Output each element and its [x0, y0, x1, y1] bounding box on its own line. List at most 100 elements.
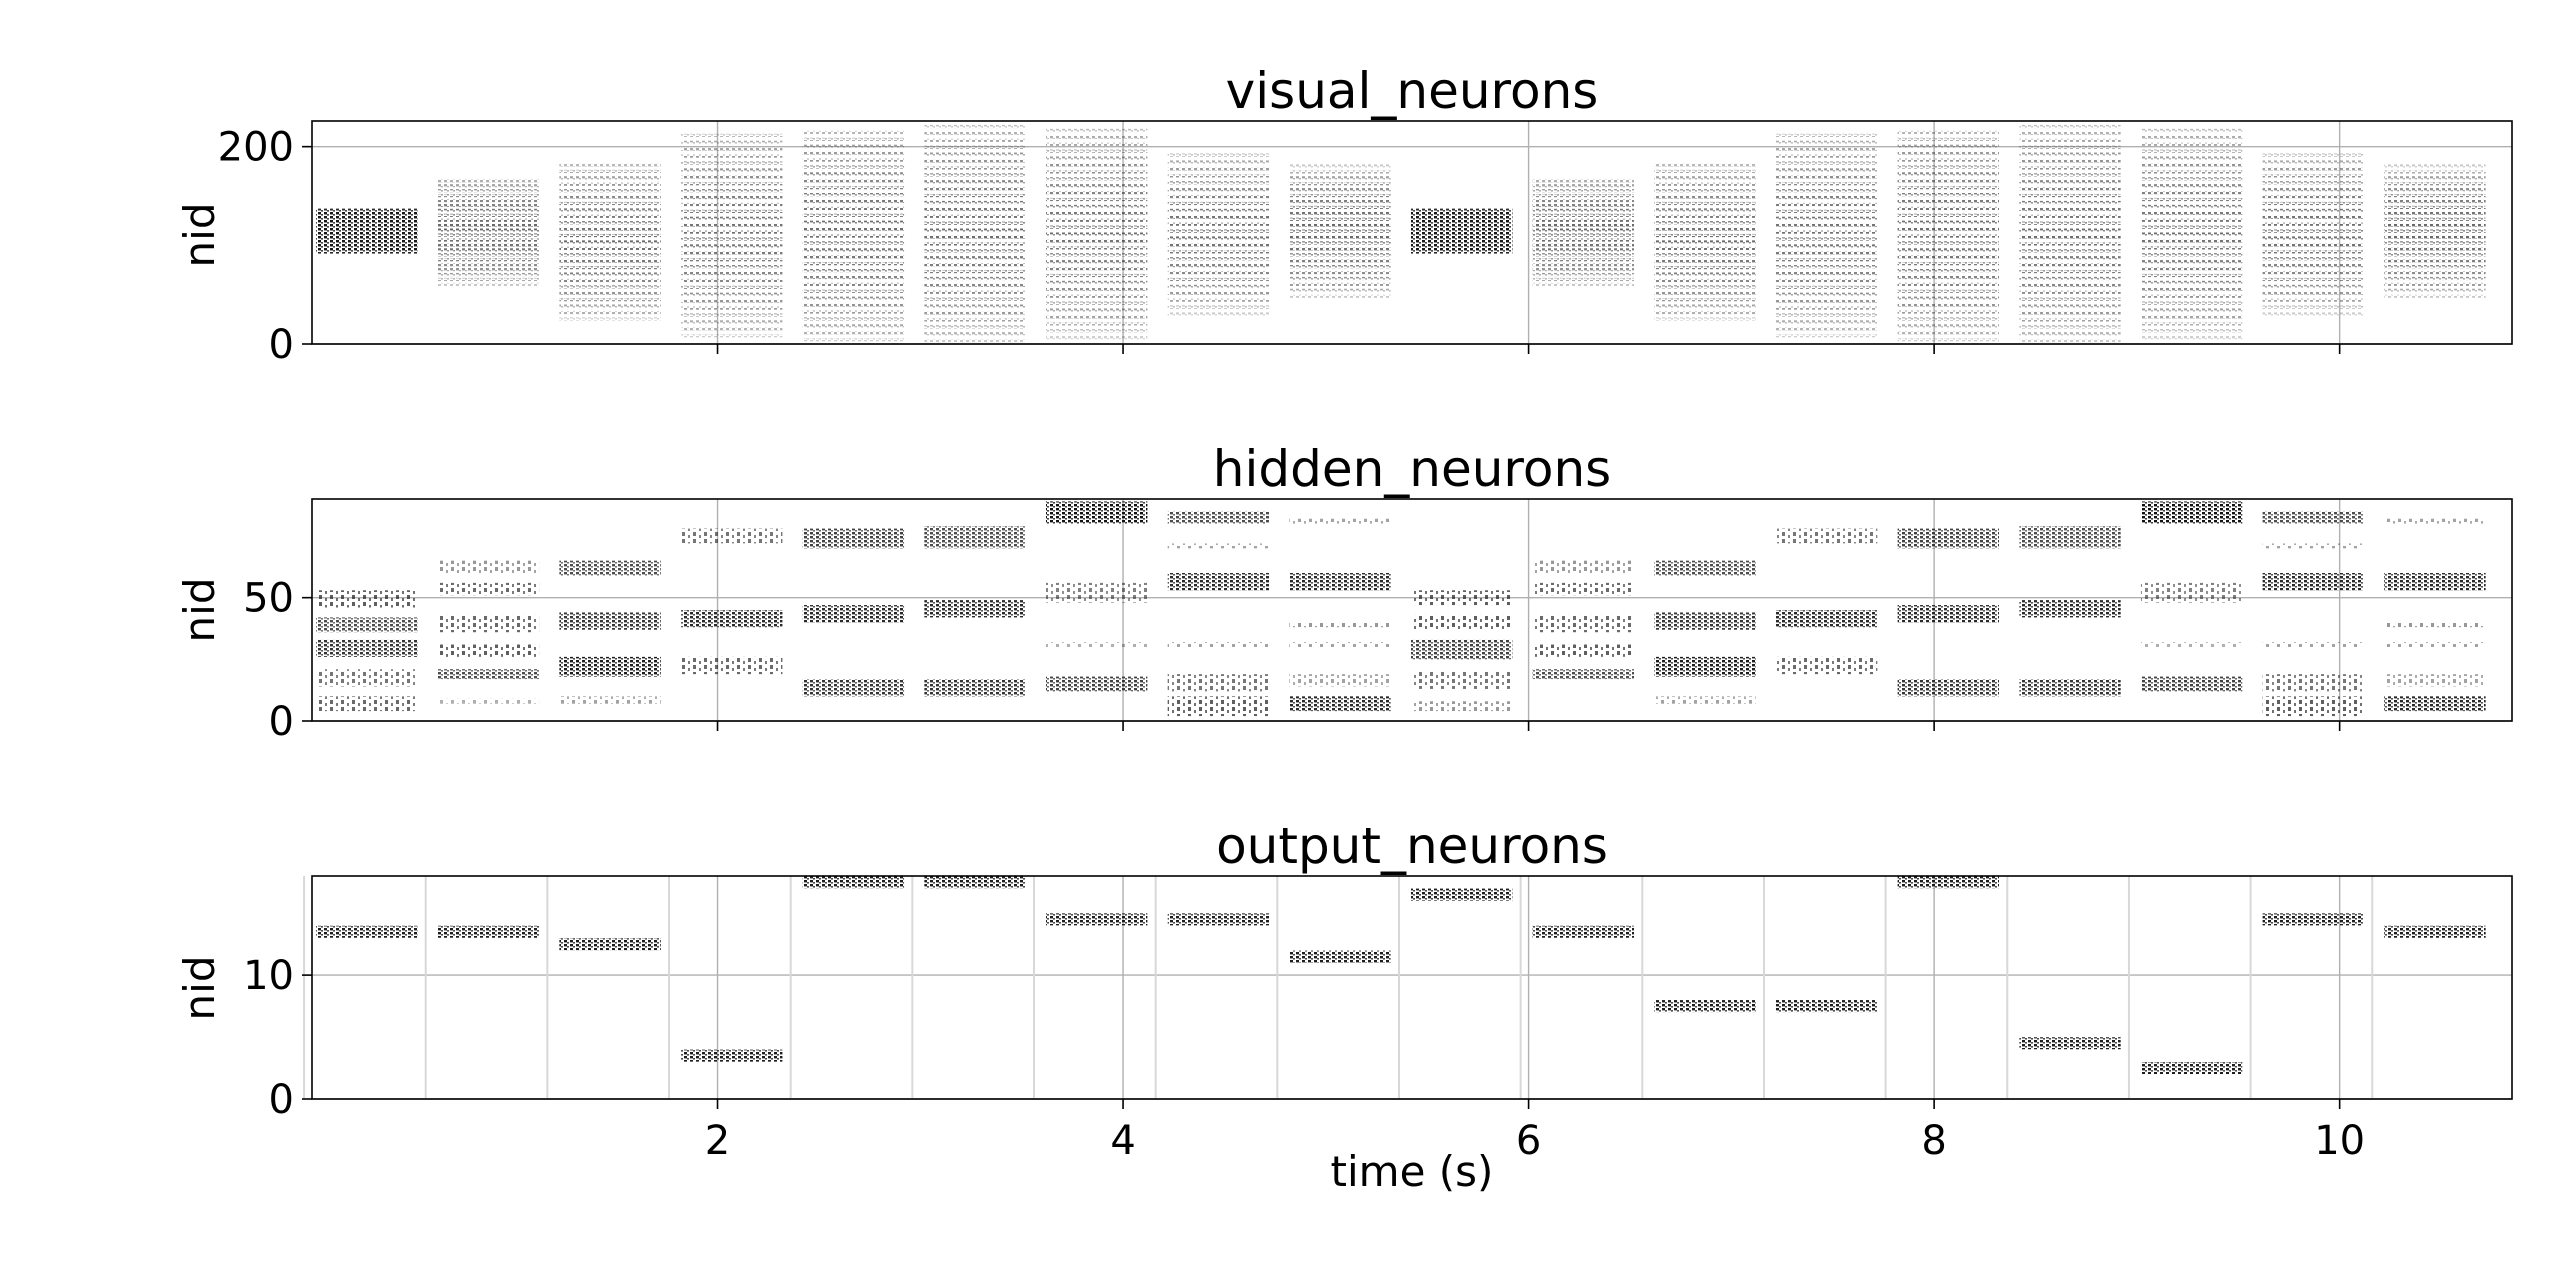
y-tick-label: 0	[269, 322, 294, 368]
trial-14	[1884, 876, 2000, 1099]
spike-row	[2384, 270, 2486, 275]
spike-row	[802, 193, 905, 197]
output-spike-train	[1167, 913, 1270, 926]
spike-row	[1289, 235, 1391, 239]
spike-row	[1654, 253, 1756, 257]
spike-band	[2262, 696, 2364, 717]
spike-row	[1167, 277, 1270, 282]
spike-row	[924, 276, 1026, 281]
spike-row	[2019, 311, 2121, 315]
spike-row	[1654, 221, 1756, 225]
spike-band	[1775, 528, 1878, 544]
spike-row	[1897, 130, 2000, 135]
spike-row	[559, 246, 661, 250]
trial-7	[1046, 128, 1148, 340]
spike-row	[2384, 211, 2486, 215]
spike-band	[2140, 676, 2243, 692]
spike-row	[1654, 227, 1756, 231]
spike-row	[1654, 304, 1756, 308]
spike-row	[1046, 239, 1148, 243]
spike-row	[2384, 170, 2486, 174]
spike-row	[559, 253, 661, 257]
y-axis-label: nid	[175, 578, 224, 643]
spike-row	[1897, 186, 2000, 190]
spike-row	[1775, 265, 1878, 269]
spike-row	[437, 179, 540, 183]
trial-4	[668, 876, 783, 1099]
trial-7	[1033, 876, 1148, 1099]
spike-row	[2019, 256, 2121, 260]
spike-band	[437, 698, 540, 704]
spike-row	[681, 147, 783, 151]
spike-row	[681, 189, 783, 193]
spike-row	[437, 277, 540, 282]
spike-row	[1897, 220, 2000, 224]
ticks-layer: 2 4 6 8 10 0 10	[243, 953, 2365, 1164]
spike-band	[924, 526, 1026, 549]
spike-row	[1897, 338, 2000, 342]
spike-band	[924, 600, 1026, 618]
spike-row	[2384, 276, 2486, 281]
spike-row	[924, 187, 1026, 191]
spike-row	[559, 195, 661, 199]
y-tick-label: 0	[269, 699, 294, 745]
trial-9	[1276, 876, 1391, 1099]
trial-7	[1046, 501, 1148, 692]
trial-4	[681, 528, 783, 675]
spike-band	[1775, 610, 1878, 628]
trial-18	[2384, 164, 2486, 298]
trial-16	[2140, 501, 2243, 692]
x-axis-label: time (s)	[1331, 1147, 1494, 1196]
spike-row	[1532, 263, 1635, 267]
spike-row	[1654, 317, 1756, 321]
spike-row	[2140, 253, 2243, 257]
spike-row	[1289, 164, 1391, 168]
spike-row	[2019, 339, 2121, 343]
spike-row	[437, 208, 540, 212]
spike-row	[681, 202, 783, 207]
spike-row	[1897, 303, 2000, 307]
y-tick-label: 200	[218, 125, 294, 171]
spike-band	[1289, 642, 1391, 647]
spike-row	[1532, 267, 1635, 272]
spike-row	[437, 223, 540, 227]
axes-frame	[311, 498, 2513, 722]
spike-row	[1654, 278, 1756, 283]
spike-row	[1532, 193, 1635, 198]
spike-row	[2140, 225, 2243, 229]
spike-row	[1046, 197, 1148, 202]
spike-row	[2019, 242, 2121, 246]
axes-frame	[311, 875, 2513, 1100]
spike-row	[1410, 208, 1513, 211]
spike-row	[1046, 301, 1148, 305]
spike-row	[2019, 200, 2121, 205]
spike-row	[2262, 270, 2364, 275]
spike-row	[2384, 294, 2486, 298]
spike-row	[924, 180, 1026, 184]
trial-1	[316, 208, 418, 254]
y-axis-label: nid	[175, 203, 224, 268]
spike-row	[1046, 225, 1148, 229]
spike-row	[1532, 223, 1635, 227]
spike-row	[924, 269, 1026, 274]
marks-layer	[303, 876, 2486, 1099]
spike-row	[1897, 213, 2000, 217]
spike-row	[437, 248, 540, 252]
spike-row	[1532, 253, 1635, 257]
spike-row	[1289, 265, 1391, 269]
spike-row	[1289, 241, 1391, 245]
spike-row	[802, 289, 905, 293]
output-spike-train	[2019, 1037, 2121, 1050]
spike-row	[1167, 188, 1270, 192]
spike-row	[924, 242, 1026, 246]
spike-band	[1775, 656, 1878, 675]
spike-row	[1654, 272, 1756, 276]
spike-row	[1775, 189, 1878, 193]
spike-row	[1046, 315, 1148, 319]
spike-row	[681, 168, 783, 172]
spike-row	[1167, 201, 1270, 206]
trial-10	[1410, 590, 1513, 712]
spike-band	[1532, 582, 1635, 596]
spike-row	[437, 189, 540, 193]
spike-row	[559, 272, 661, 276]
